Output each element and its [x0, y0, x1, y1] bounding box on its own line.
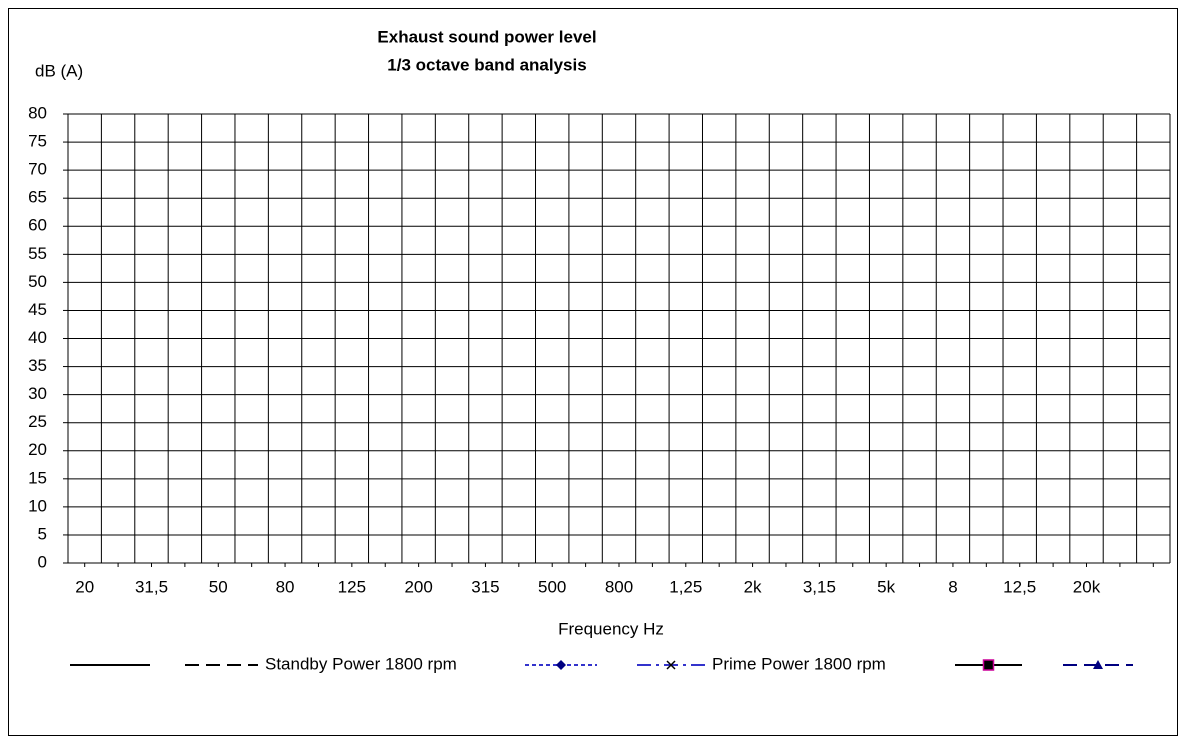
y-tick-label: 55	[28, 244, 47, 263]
y-tick-label: 0	[38, 552, 47, 571]
x-tick-label: 50	[209, 577, 228, 596]
y-tick-label: 65	[28, 188, 47, 207]
x-tick-label: 200	[404, 577, 432, 596]
y-tick-label: 70	[28, 160, 47, 179]
legend-marker	[666, 660, 676, 670]
x-tick-label: 5k	[877, 577, 895, 596]
y-tick-label: 45	[28, 300, 47, 319]
y-tick-label: 80	[28, 103, 47, 122]
x-tick-label: 8	[948, 577, 957, 596]
y-tick-label: 10	[28, 496, 47, 515]
x-tick-label: 3,15	[803, 577, 836, 596]
chart-title: Exhaust sound power level	[377, 27, 596, 46]
y-tick-label: 40	[28, 328, 47, 347]
x-axis-label: Frequency Hz	[558, 619, 664, 638]
y-tick-label: 35	[28, 356, 47, 375]
x-tick-label: 500	[538, 577, 566, 596]
legend-marker	[1093, 660, 1103, 669]
x-tick-label: 125	[338, 577, 366, 596]
legend-label: Standby Power 1800 rpm	[265, 654, 457, 673]
x-tick-label: 80	[276, 577, 295, 596]
x-tick-label: 315	[471, 577, 499, 596]
x-tick-label: 20	[75, 577, 94, 596]
legend-marker	[982, 659, 995, 671]
x-tick-label: 20k	[1073, 577, 1101, 596]
x-tick-label: 31,5	[135, 577, 168, 596]
y-tick-label: 20	[28, 440, 47, 459]
x-tick-label: 1,25	[669, 577, 702, 596]
x-tick-label: 800	[605, 577, 633, 596]
y-tick-label: 5	[38, 524, 47, 543]
y-tick-label: 30	[28, 384, 47, 403]
y-tick-label: 60	[28, 216, 47, 235]
legend-label: Prime Power 1800 rpm	[712, 654, 886, 673]
y-tick-label: 75	[28, 132, 47, 151]
y-tick-label: 15	[28, 468, 47, 487]
legend-marker	[556, 660, 566, 670]
x-tick-label: 12,5	[1003, 577, 1036, 596]
y-tick-label: 50	[28, 272, 47, 291]
x-tick-label: 2k	[744, 577, 762, 596]
y-tick-label: 25	[28, 412, 47, 431]
y-axis-label: dB (A)	[35, 61, 83, 80]
chart-subtitle: 1/3 octave band analysis	[387, 55, 586, 74]
chart-border	[8, 8, 1178, 736]
